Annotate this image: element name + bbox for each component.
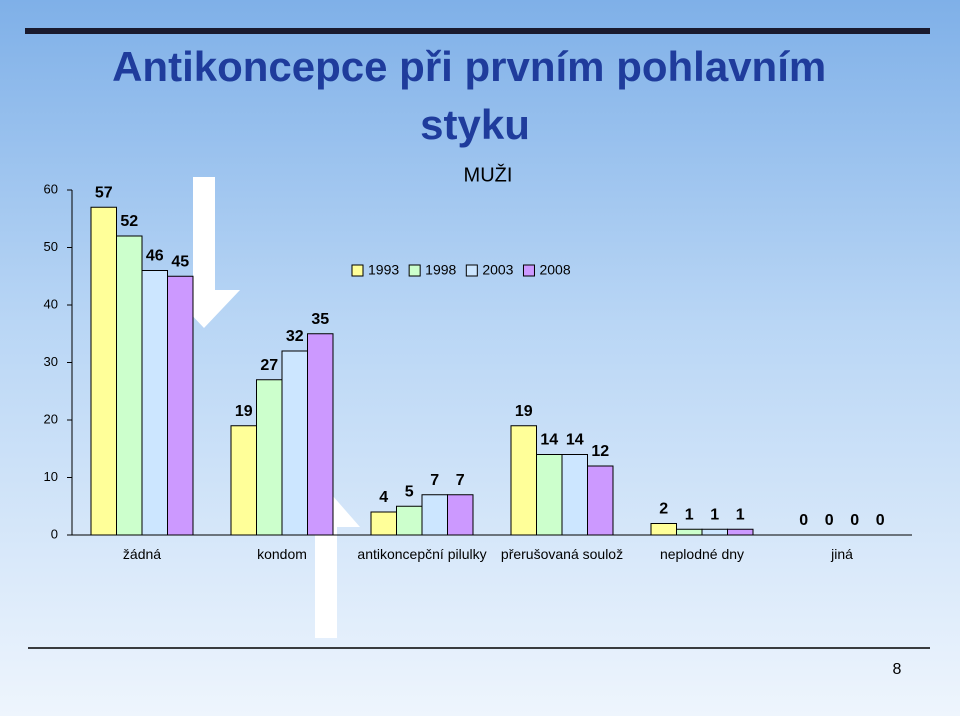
bar: [727, 528, 754, 536]
bar: [536, 454, 563, 536]
data-label: 46: [146, 248, 164, 265]
bar: [90, 206, 117, 536]
legend-label: 1998: [425, 262, 456, 278]
y-tick-label: 30: [44, 354, 58, 369]
bar: [447, 494, 474, 536]
data-label: 0: [799, 512, 808, 529]
bar: [676, 528, 703, 536]
legend-swatch: [351, 264, 364, 277]
data-label: 57: [95, 184, 113, 201]
data-label: 7: [430, 472, 439, 489]
bar: [561, 454, 588, 536]
x-tick-label: žádná: [122, 546, 162, 562]
data-label: 14: [540, 432, 558, 449]
data-label: 4: [379, 489, 388, 506]
data-label: 27: [260, 357, 278, 374]
legend-label: 1993: [368, 262, 399, 278]
bar: [370, 511, 397, 536]
chart-title: Antikoncepce při prvním pohlavním styku: [112, 43, 838, 148]
bar: [230, 425, 257, 536]
data-label: 35: [311, 311, 329, 328]
data-label: 1: [710, 506, 719, 523]
y-tick-label: 60: [44, 181, 58, 196]
x-tick-label: neplodné dny: [659, 546, 745, 562]
chart-subtitle: MUŽI: [464, 163, 513, 186]
bar: [307, 333, 334, 536]
data-label: 2: [659, 501, 668, 518]
legend-label: 2003: [482, 262, 513, 278]
data-label: 7: [456, 472, 465, 489]
bar: [421, 494, 448, 536]
y-tick-label: 0: [51, 526, 58, 541]
data-label: 14: [566, 432, 584, 449]
y-tick-label: 40: [44, 296, 58, 311]
bar: [396, 505, 423, 536]
data-label: 52: [120, 213, 138, 230]
y-tick-label: 50: [44, 239, 58, 254]
bar: [701, 528, 728, 536]
data-label: 12: [591, 443, 609, 460]
legend-swatch: [522, 264, 535, 277]
bar: [167, 275, 194, 536]
bar: [141, 270, 168, 536]
bar: [510, 425, 537, 536]
legend-label: 2008: [539, 262, 570, 278]
data-label: 5: [405, 483, 414, 500]
data-label: 1: [685, 506, 694, 523]
y-tick-label: 10: [44, 469, 58, 484]
data-label: 19: [515, 403, 533, 420]
bar: [116, 235, 143, 536]
legend-swatch: [408, 264, 421, 277]
y-tick-label: 20: [44, 411, 58, 426]
data-label: 32: [286, 328, 304, 345]
x-tick-label: kondom: [257, 546, 307, 562]
data-label: 0: [850, 512, 859, 529]
bar: [256, 379, 283, 536]
x-tick-label: přerušovaná soulož: [500, 546, 624, 562]
data-label: 0: [825, 512, 834, 529]
data-label: 19: [235, 403, 253, 420]
top-rule: [25, 28, 930, 34]
bar: [650, 523, 677, 536]
data-label: 1: [736, 506, 745, 523]
slide-number: 8: [893, 661, 902, 678]
x-tick-label: jiná: [831, 546, 853, 562]
legend-swatch: [465, 264, 478, 277]
bar: [587, 465, 614, 536]
bar: [281, 350, 308, 536]
data-label: 45: [171, 253, 189, 270]
x-tick-label: antikoncepční pilulky: [357, 546, 487, 562]
data-label: 0: [876, 512, 885, 529]
